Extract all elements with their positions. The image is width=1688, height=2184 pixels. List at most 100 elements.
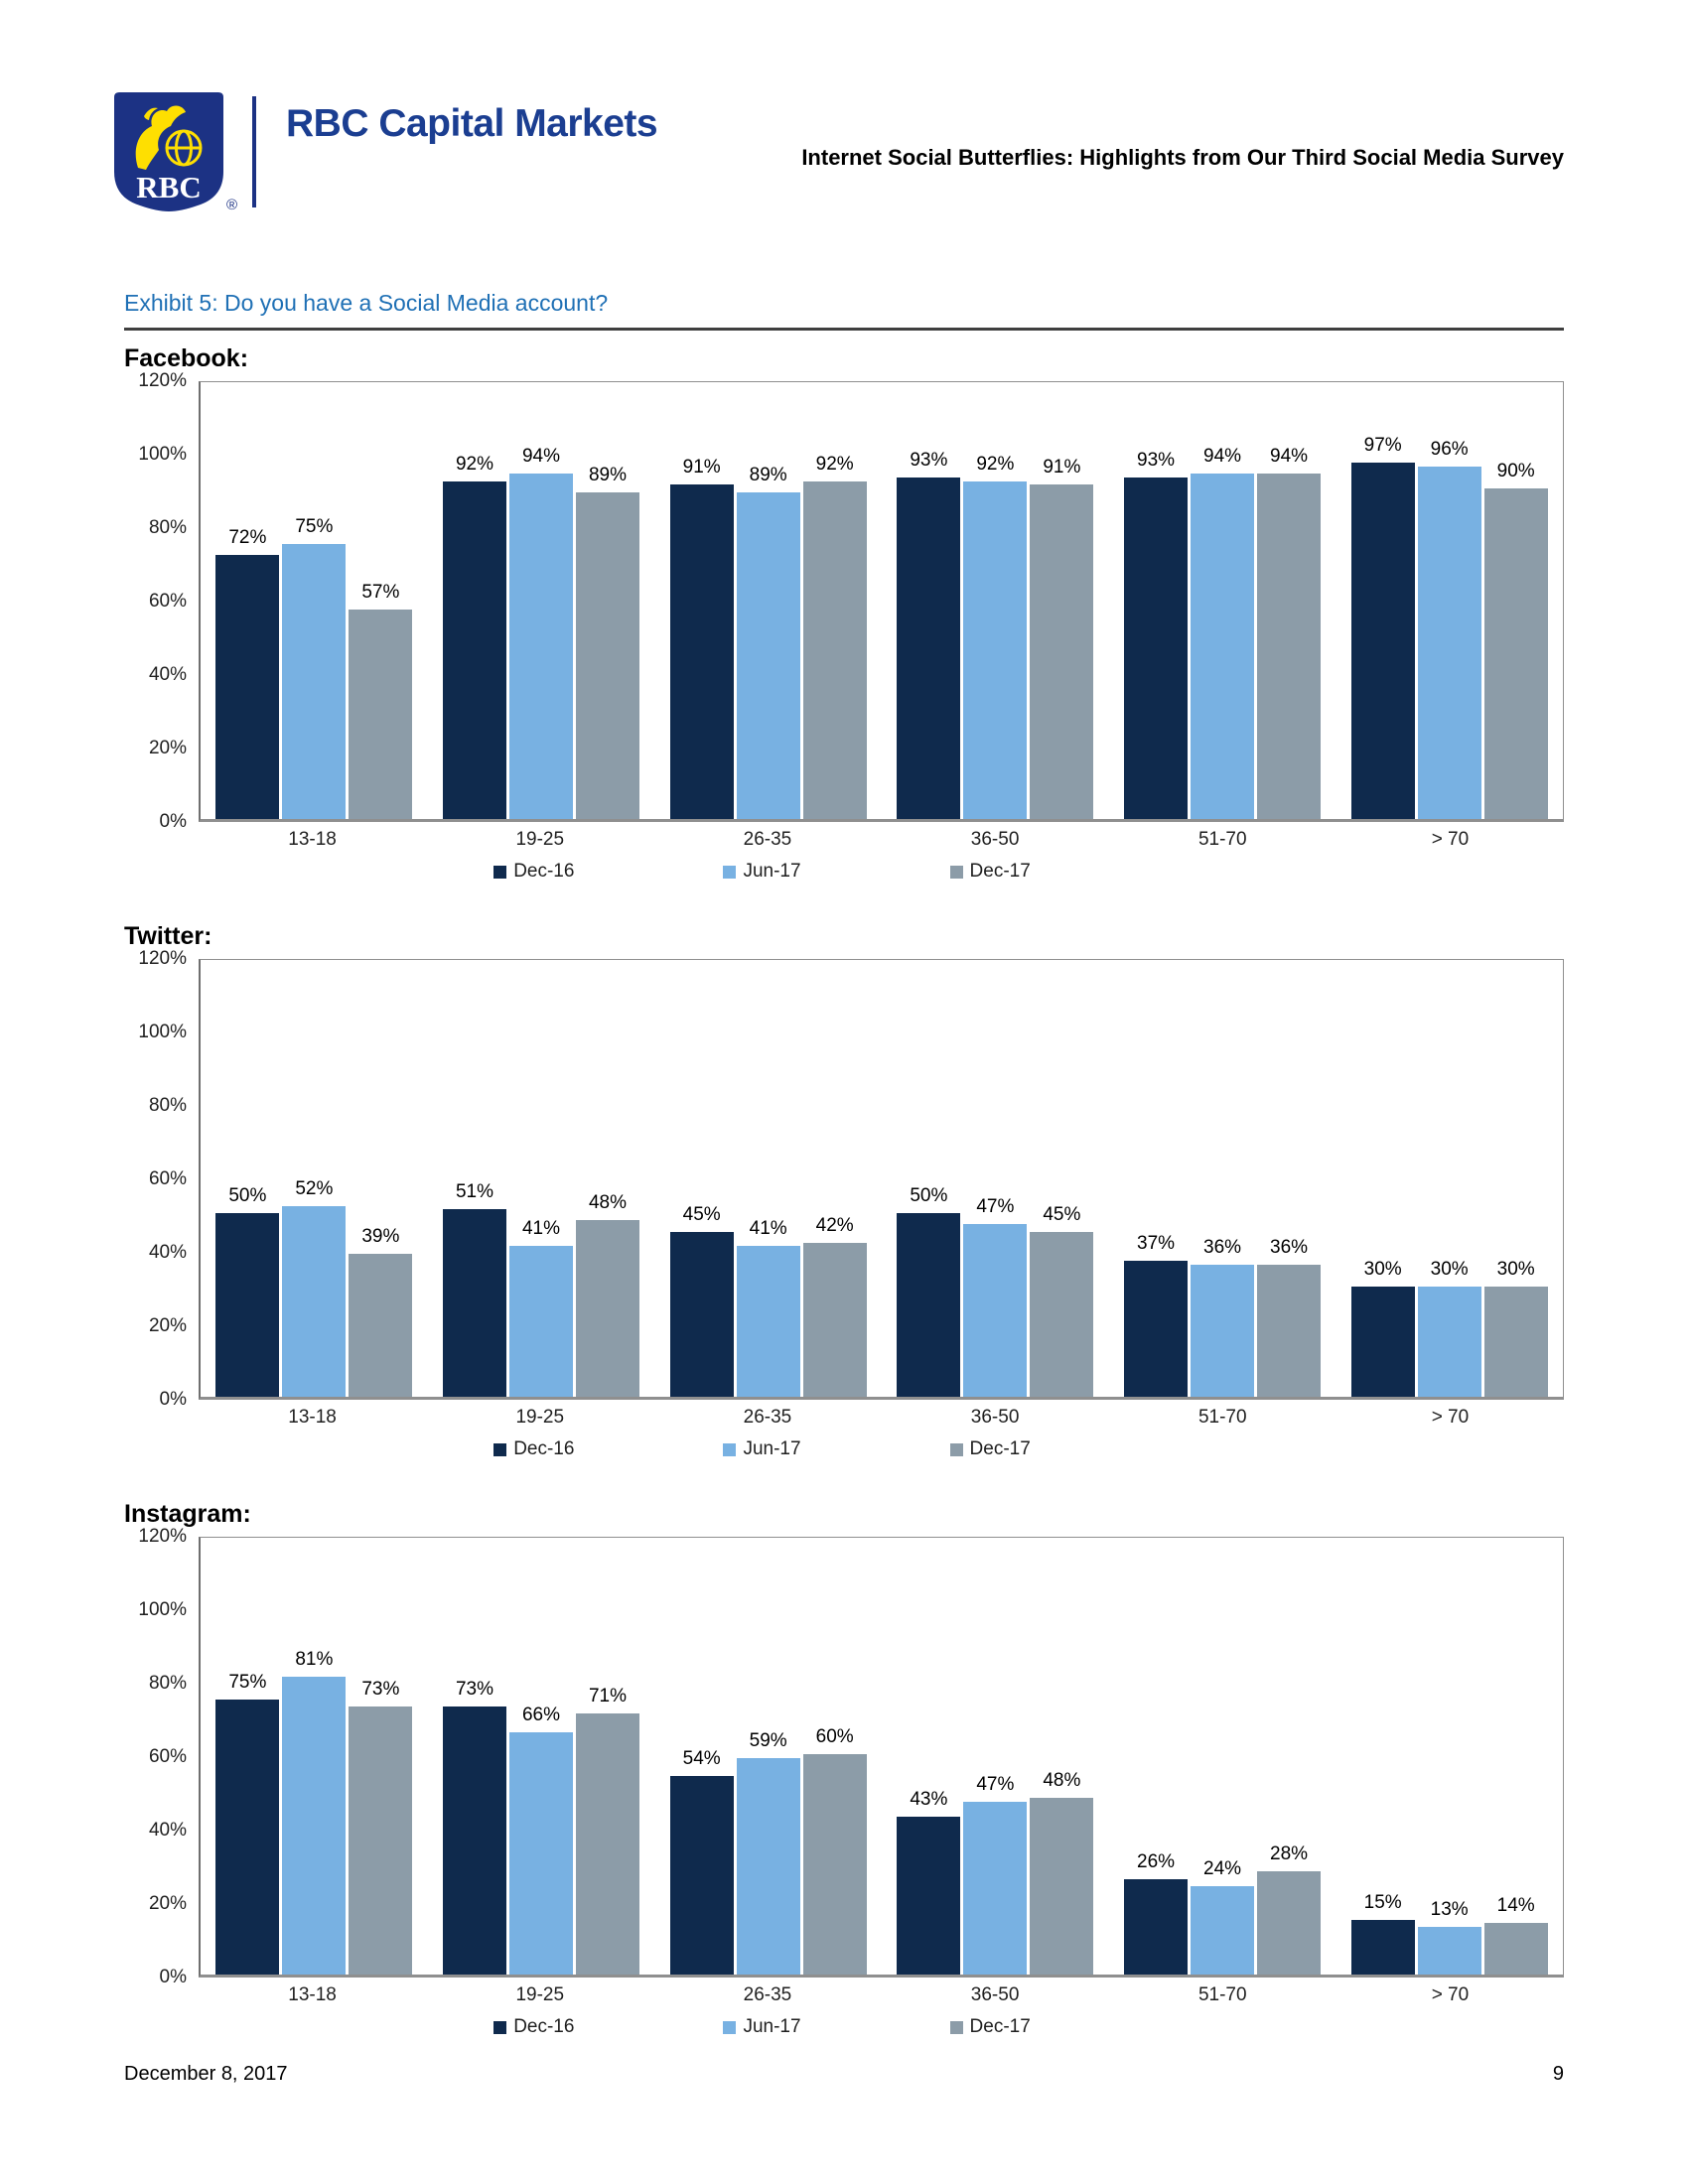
y-tick-label: 0% xyxy=(159,1389,187,1410)
bar-dec-16-13-18: 72% xyxy=(215,527,280,819)
bar-value-label: 50% xyxy=(910,1185,948,1206)
bar-value-label: 30% xyxy=(1430,1259,1469,1280)
bar-value-label: 52% xyxy=(295,1177,334,1199)
footer-date: December 8, 2017 xyxy=(124,2063,288,2085)
y-tick-label: 80% xyxy=(148,517,187,538)
bar-dec-17-19-25: 89% xyxy=(576,465,639,819)
bar-dec-17-26-35: 42% xyxy=(802,1215,867,1397)
x-tick-label: > 70 xyxy=(1431,1984,1470,2005)
bar-dec-17-26-35: 92% xyxy=(802,454,867,819)
bar-value-label: 92% xyxy=(455,453,494,475)
chart-title: Facebook: xyxy=(124,344,249,372)
bar-group: 54% 59% 60% xyxy=(654,1726,882,1975)
rbc-logo-icon: RBC ® xyxy=(114,92,237,215)
bar-value-label: 93% xyxy=(1137,449,1176,471)
bar-dec-16-26-35: 45% xyxy=(669,1204,734,1397)
bar-dec-17-36-50: 91% xyxy=(1030,457,1094,819)
bar-dec-16-26-35: 54% xyxy=(669,1748,734,1975)
legend-label: Jun-17 xyxy=(743,861,801,882)
bar-dec-17-51-70: 28% xyxy=(1257,1843,1322,1975)
legend-swatch-icon xyxy=(723,1442,737,1456)
bar-value-label: 97% xyxy=(1363,435,1402,457)
bar-jun-17-51-70: 94% xyxy=(1191,446,1255,819)
chart-legend: Dec-16 Jun-17 Dec-17 xyxy=(79,2016,1445,2038)
bar-value-label: 94% xyxy=(1203,446,1242,468)
y-tick-label: 120% xyxy=(138,948,187,969)
bar-jun-17->70: 30% xyxy=(1417,1259,1481,1397)
bar-value-label: 75% xyxy=(295,515,334,537)
bar-dec-17-13-18: 39% xyxy=(349,1226,413,1397)
bar-value-label: 47% xyxy=(976,1774,1015,1796)
bar-value-label: 36% xyxy=(1270,1236,1309,1258)
bar-value-label: 14% xyxy=(1496,1895,1535,1917)
brand-title: RBC Capital Markets xyxy=(286,102,658,145)
logo-shield xyxy=(114,92,223,211)
x-tick-label: 13-18 xyxy=(288,829,337,850)
x-tick-label: 36-50 xyxy=(970,1984,1020,2005)
bar-dec-17-26-35: 60% xyxy=(802,1726,867,1975)
bar-value-label: 30% xyxy=(1363,1259,1402,1280)
bar-jun-17-19-25: 94% xyxy=(509,446,573,819)
bar-group: 50% 47% 45% xyxy=(882,1185,1109,1397)
bar-value-label: 57% xyxy=(361,582,400,604)
bar-group: 15% 13% 14% xyxy=(1336,1892,1563,1975)
y-tick-label: 40% xyxy=(148,1242,187,1263)
bar-value-label: 71% xyxy=(588,1686,628,1707)
bar-value-label: 36% xyxy=(1203,1236,1242,1258)
legend-item: Dec-16 xyxy=(493,861,574,883)
lion-shape xyxy=(135,105,186,170)
bar-value-label: 90% xyxy=(1496,461,1535,481)
bar-jun-17-19-25: 66% xyxy=(509,1705,573,1975)
bar-dec-17-51-70: 36% xyxy=(1257,1237,1322,1397)
legend-label: Dec-17 xyxy=(969,1438,1031,1459)
bar-group: 91% 89% 92% xyxy=(654,454,882,819)
bar-dec-16-19-25: 92% xyxy=(443,454,506,819)
bar-group: 26% 24% 28% xyxy=(1109,1843,1336,1975)
bar-group: 51% 41% 48% xyxy=(428,1181,655,1397)
bar-jun-17-51-70: 24% xyxy=(1191,1858,1255,1975)
bar-jun-17-36-50: 47% xyxy=(963,1774,1028,1975)
bar-dec-17->70: 30% xyxy=(1483,1259,1548,1397)
bar-group: 43% 47% 48% xyxy=(882,1770,1109,1975)
y-tick-label: 120% xyxy=(138,370,187,391)
bar-group: 37% 36% 36% xyxy=(1109,1233,1336,1397)
bar-value-label: 66% xyxy=(521,1704,561,1725)
legend-item: Jun-17 xyxy=(723,2016,801,2038)
legend-label: Dec-16 xyxy=(513,1438,575,1459)
bar-value-label: 41% xyxy=(749,1218,787,1240)
legend-label: Dec-16 xyxy=(513,861,575,882)
bar-value-label: 48% xyxy=(1043,1770,1081,1792)
y-tick-label: 100% xyxy=(138,444,187,465)
bar-value-label: 51% xyxy=(455,1181,494,1203)
legend-label: Dec-17 xyxy=(969,2016,1031,2037)
bar-value-label: 45% xyxy=(1043,1203,1081,1225)
exhibit-title: Exhibit 5: Do you have a Social Media ac… xyxy=(124,290,609,316)
bar-dec-16-36-50: 50% xyxy=(897,1185,961,1397)
x-tick-label: > 70 xyxy=(1431,829,1470,850)
bar-value-label: 89% xyxy=(749,464,787,485)
chart-area: 0% 20% 40% 60% 80% 100% 120% 75% 81% 73% 73% 66% 71%… xyxy=(124,1526,1564,1987)
bar-jun-17-36-50: 92% xyxy=(963,454,1028,819)
bar-value-label: 13% xyxy=(1430,1898,1469,1920)
bar-value-label: 60% xyxy=(815,1726,854,1747)
y-tick-label: 120% xyxy=(138,1526,187,1547)
chart-legend: Dec-16 Jun-17 Dec-17 xyxy=(79,861,1445,883)
bar-value-label: 91% xyxy=(1043,457,1081,478)
bar-dec-17-13-18: 57% xyxy=(349,582,413,819)
x-tick-label: 36-50 xyxy=(970,829,1020,850)
bar-value-label: 89% xyxy=(588,464,628,485)
bar-value-label: 42% xyxy=(815,1214,854,1236)
y-tick-label: 0% xyxy=(159,1967,187,1987)
bar-dec-17-19-25: 48% xyxy=(576,1192,639,1397)
plot-area: 50% 52% 39% 51% 41% 48% 45% 41% 42% 50% 47% 45% 37% 3… xyxy=(199,959,1564,1400)
legend-item: Dec-17 xyxy=(949,1438,1031,1460)
bar-jun-17-36-50: 47% xyxy=(963,1196,1028,1397)
content: Exhibit 5: Do you have a Social Media ac… xyxy=(124,290,1564,2078)
x-tick-label: 19-25 xyxy=(515,829,565,850)
bar-dec-17-19-25: 71% xyxy=(576,1686,639,1975)
legend-item: Dec-16 xyxy=(493,2016,574,2038)
bar-group: 97% 96% 90% xyxy=(1336,435,1563,819)
brand-divider xyxy=(252,96,256,207)
bar-dec-16-51-70: 26% xyxy=(1124,1851,1189,1975)
